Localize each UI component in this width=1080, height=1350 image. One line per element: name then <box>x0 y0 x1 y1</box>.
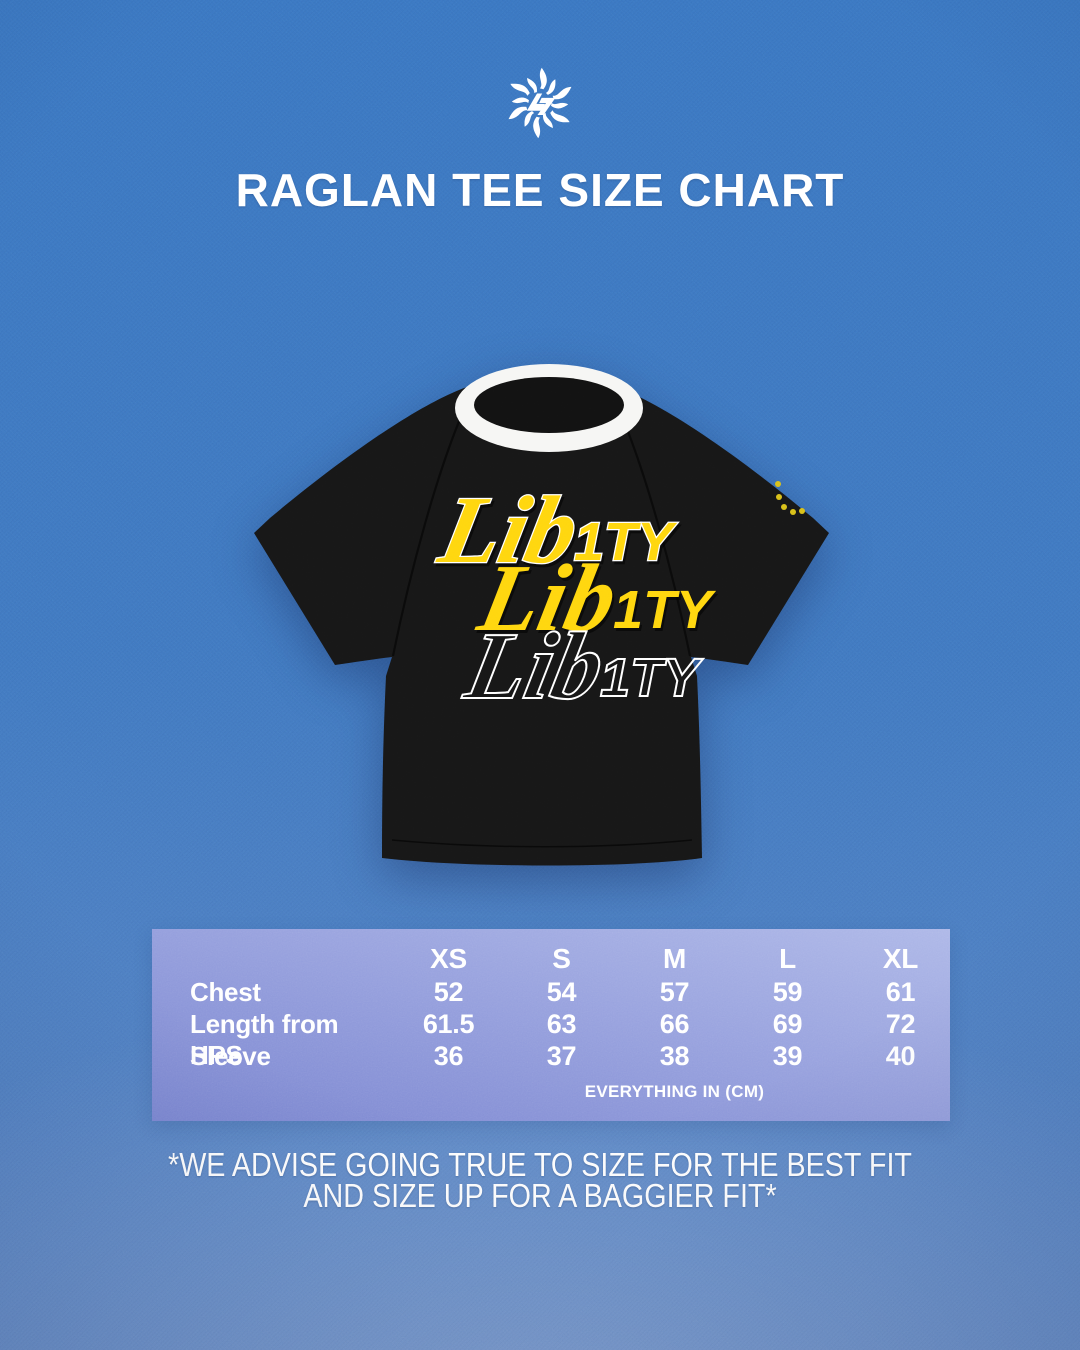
tee-neck-opening <box>474 377 624 433</box>
sun-logo-icon <box>508 67 572 139</box>
size-value-cell: 69 <box>772 1009 803 1039</box>
size-column-header: XL <box>882 943 919 974</box>
size-value-cell: 39 <box>772 1041 803 1071</box>
size-row-label: Chest <box>190 977 261 1007</box>
size-column-header: M <box>662 943 687 974</box>
table-corner <box>190 943 392 977</box>
fit-advice: *WE ADVISE GOING TRUE TO SIZE FOR THE BE… <box>70 1146 1010 1214</box>
svg-text:Lib: Lib <box>457 612 614 719</box>
size-value-cell: 59 <box>772 977 803 1007</box>
size-value-cell: 61 <box>885 977 916 1007</box>
size-value-cell: 38 <box>659 1041 690 1071</box>
svg-text:1TY: 1TY <box>613 580 717 640</box>
page-title: RAGLAN TEE SIZE CHART <box>235 164 845 216</box>
size-row-label: Sleeve <box>190 1041 271 1071</box>
size-value-cell: 52 <box>433 977 464 1007</box>
svg-text:1TY: 1TY <box>600 648 704 708</box>
unit-note: EVERYTHING IN (CM) <box>584 1082 765 1101</box>
tee-image: Lib 1TY Lib 1TY Lib 1TY <box>254 364 829 866</box>
size-value-cell: 36 <box>433 1041 464 1071</box>
size-value-cell: 66 <box>659 1009 690 1039</box>
fit-advice-line-1: *WE ADVISE GOING TRUE TO SIZE FOR THE BE… <box>168 1146 912 1183</box>
size-value-cell: 63 <box>546 1009 577 1039</box>
size-value-cell: 72 <box>885 1009 916 1039</box>
size-value-cell: 54 <box>546 977 577 1007</box>
size-value-cell: 57 <box>659 977 690 1007</box>
size-table-panel: XS S M L XL Chest 52 54 57 59 61 Length from HPS 61.… <box>152 929 950 1121</box>
fit-advice-line-2: AND SIZE UP FOR A BAGGIER FIT* <box>303 1177 777 1214</box>
size-value-cell: 37 <box>546 1041 577 1071</box>
size-column-header: XS <box>430 943 467 974</box>
size-table: XS S M L XL Chest 52 54 57 59 61 Length from HPS 61.… <box>152 929 957 1073</box>
size-column-header: S <box>552 943 571 974</box>
size-row-label: Length from HPS <box>190 1009 339 1070</box>
size-value-cell: 40 <box>885 1041 916 1071</box>
size-column-header: L <box>779 943 796 974</box>
size-value-cell: 61.5 <box>422 1009 475 1039</box>
